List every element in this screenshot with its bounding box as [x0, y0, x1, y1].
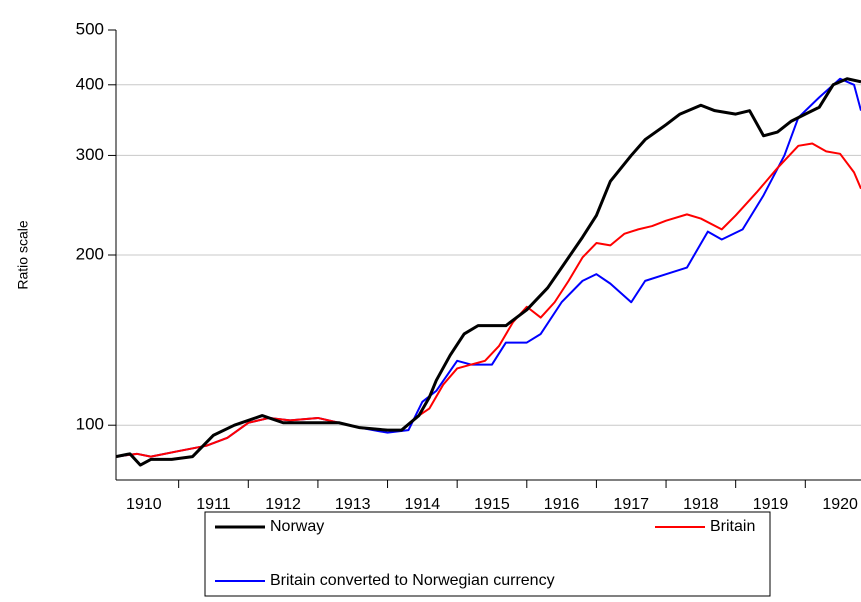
legend-label: Norway — [270, 518, 324, 535]
y-tick-label: 100 — [76, 415, 104, 434]
x-tick-label: 1910 — [126, 496, 162, 513]
y-tick-label: 200 — [76, 244, 104, 263]
series-line — [115, 77, 861, 458]
series-line — [115, 142, 861, 458]
x-tick-label: 1918 — [683, 496, 719, 513]
y-tick-label: 400 — [76, 74, 104, 93]
x-tick-label: 1911 — [196, 496, 231, 513]
y-tick-label: 500 — [76, 19, 104, 38]
x-tick-label: 1914 — [405, 496, 441, 513]
x-tick-label: 1912 — [265, 496, 301, 513]
y-axis-label: Ratio scale — [15, 220, 31, 289]
legend-label: Britain — [710, 518, 755, 535]
x-tick-label: 1917 — [613, 496, 649, 513]
x-tick-label: 1919 — [753, 496, 789, 513]
series-line — [115, 77, 861, 467]
legend-box — [204, 511, 771, 597]
x-tick-label: 1916 — [544, 496, 580, 513]
x-tick-label: 1915 — [474, 496, 510, 513]
x-tick-label: 1920 — [822, 496, 858, 513]
x-tick-label: 1913 — [335, 496, 371, 513]
legend-label: Britain converted to Norwegian currency — [270, 572, 555, 589]
y-tick-label: 300 — [76, 145, 104, 164]
